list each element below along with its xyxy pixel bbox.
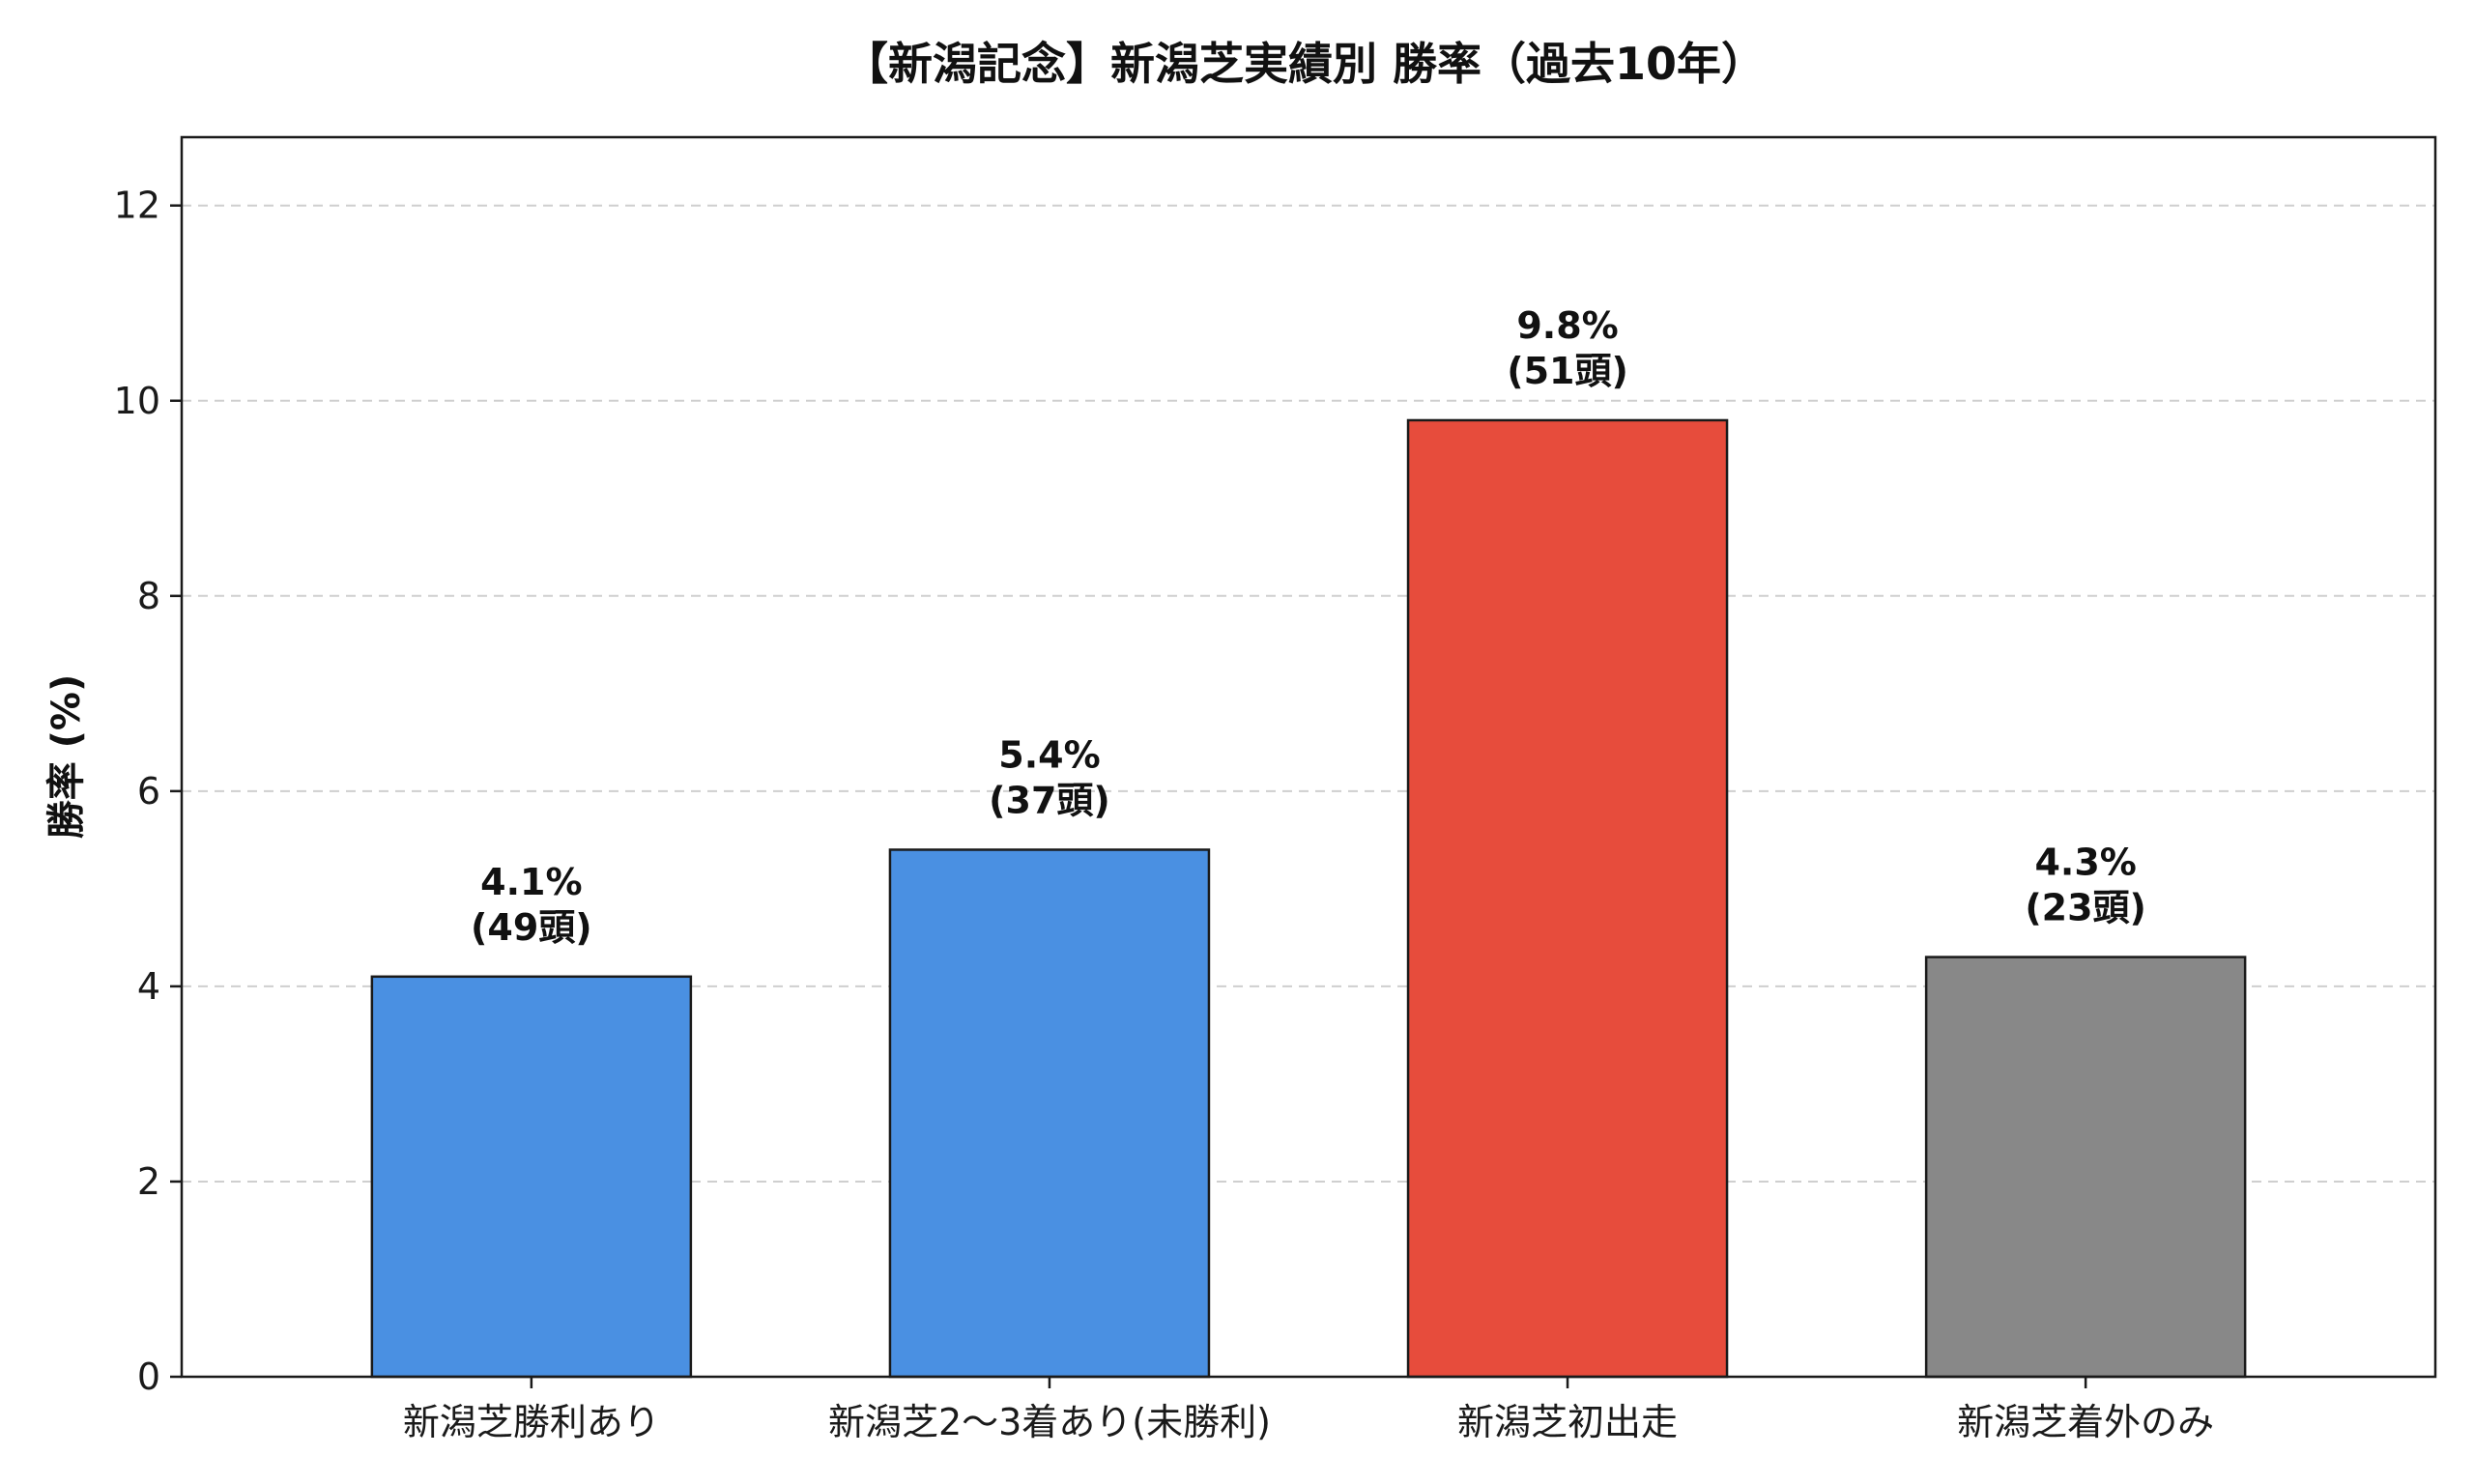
- y-tick-label: 2: [137, 1160, 160, 1203]
- y-tick-label: 6: [137, 770, 160, 813]
- data-label-count: (51頭): [1507, 350, 1628, 392]
- x-tick-label: 新潟芝2〜3着あり(未勝利): [828, 1401, 1271, 1443]
- data-label-value: 9.8%: [1516, 304, 1618, 347]
- y-axis: 0 2 4 6 8 10 12: [114, 185, 182, 1398]
- data-label-value: 4.1%: [480, 861, 582, 903]
- x-tick-label: 新潟芝勝利あり: [403, 1401, 660, 1443]
- bar: [1406, 418, 1729, 1379]
- x-axis: 新潟芝勝利あり 新潟芝2〜3着あり(未勝利) 新潟芝初出走 新潟芝着外のみ: [403, 1377, 2214, 1443]
- data-labels: 4.1%(49頭) 5.4%(37頭) 9.8%(51頭) 4.3%(23頭): [471, 304, 2146, 949]
- x-tick-label: 新潟芝初出走: [1457, 1401, 1678, 1443]
- bar: [370, 975, 693, 1379]
- chart-title: 【新潟記念】新潟芝実績別 勝率（過去10年）: [844, 38, 1766, 90]
- data-label-count: (23頭): [2025, 887, 2146, 929]
- data-label-value: 5.4%: [998, 733, 1100, 776]
- x-tick-label: 新潟芝着外のみ: [1957, 1401, 2214, 1443]
- plot-frame: [180, 135, 2437, 1379]
- bar: [888, 848, 1211, 1379]
- data-label-count: (49頭): [471, 906, 592, 949]
- y-tick-label: 4: [137, 965, 160, 1008]
- data-label-value: 4.3%: [2034, 842, 2136, 884]
- data-label-count: (37頭): [989, 779, 1110, 821]
- bar: [1924, 956, 2247, 1379]
- y-axis-title: 勝率 (%): [44, 674, 89, 840]
- y-tick-label: 12: [114, 185, 160, 227]
- y-tick-label: 8: [137, 575, 160, 617]
- y-tick-label: 0: [137, 1356, 160, 1398]
- y-tick-label: 10: [114, 380, 160, 422]
- bars: [370, 418, 2247, 1379]
